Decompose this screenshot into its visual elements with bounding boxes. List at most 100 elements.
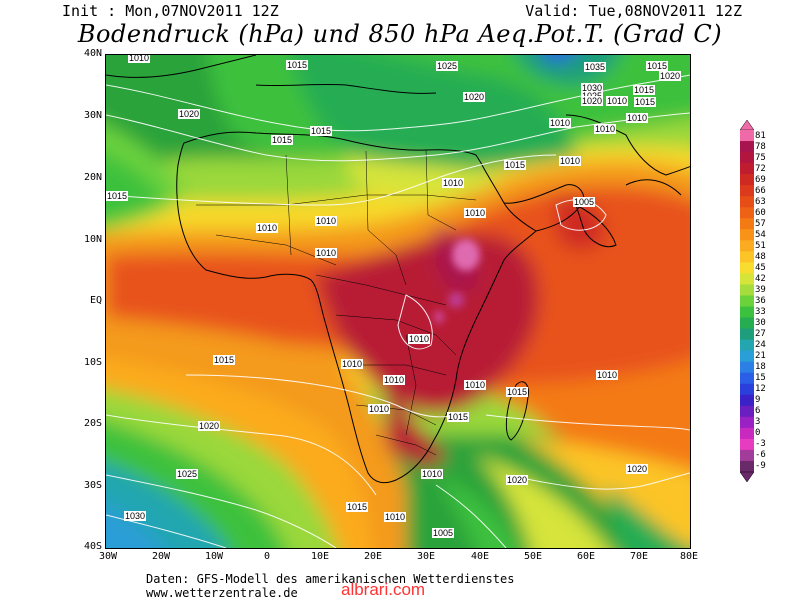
lat-label: 10S [83,357,102,368]
isobar-label: 1020 [659,71,682,81]
lon-label: 60E [576,551,596,562]
lat-label: 40N [83,48,102,59]
colorbar-swatch [740,306,754,319]
lat-label: 10N [83,234,102,245]
init-time: Init : Mon,07NOV2011 12Z [62,2,279,20]
lat-label: 30N [83,110,102,121]
colorbar-label: 69 [755,174,766,185]
isobar-label: 1015 [506,387,529,397]
colorbar [740,120,754,482]
website-url: www.wetterzentrale.de [146,586,298,600]
colorbar-top-arrow [740,120,754,131]
colorbar-swatch [740,196,754,208]
colorbar-label: 63 [755,196,766,207]
isobar-label: 1005 [573,197,596,207]
colorbar-swatch [740,361,754,374]
colorbar-label: 6 [755,406,761,417]
colorbar-swatch [740,218,754,230]
colorbar-label: -3 [755,439,766,450]
isobar-label: 1020 [626,464,649,474]
isobar-label: 1020 [198,421,221,431]
lon-label: 30W [98,551,118,562]
colorbar-swatch [740,449,754,462]
colorbar-swatch [740,174,754,186]
colorbar-bottom-arrow [740,471,754,482]
colorbar-label: 57 [755,218,766,229]
isobar-label: 1015 [271,135,294,145]
colorbar-swatch [740,141,754,153]
colorbar-swatch [740,251,754,263]
colorbar-swatch [740,438,754,451]
lon-label: 40E [470,551,490,562]
colorbar-swatch [740,152,754,164]
colorbar-swatch [740,185,754,197]
isobar-label: 1020 [463,92,486,102]
colorbar-swatch [740,130,754,142]
isobar-label: 1005 [432,528,455,538]
colorbar-label: -6 [755,450,766,461]
lon-label: 30E [416,551,436,562]
colorbar-swatch [740,295,754,308]
colorbar-label: 39 [755,284,766,295]
isobar-label: 1010 [315,248,338,258]
isobar-label: 1010 [421,469,444,479]
colorbar-label: 48 [755,251,766,262]
valid-time: Valid: Tue,08NOV2011 12Z [525,2,742,20]
isobar-label: 1010 [384,512,407,522]
colorbar-label: 36 [755,296,766,306]
colorbar-label: -9 [755,461,766,472]
lat-label: 20S [83,418,102,429]
colorbar-label: 21 [755,351,766,362]
lon-label: 0 [263,551,271,562]
isobar-label: 1030 [124,511,147,521]
colorbar-label: 9 [755,395,761,406]
lat-label: 40S [83,541,102,552]
lon-label: 10E [310,551,330,562]
isobar-label: 1010 [606,96,629,106]
colorbar-label: 75 [755,152,766,163]
colorbar-label: 51 [755,240,766,251]
isobar-label: 1015 [346,502,369,512]
lat-label: EQ [89,295,102,306]
isobar-label: 1015 [286,60,309,70]
isobar-label: 1035 [584,62,607,72]
colorbar-swatch [740,163,754,175]
lat-label: 20N [83,172,102,183]
isobar-label: 1025 [176,469,199,479]
colorbar-swatch [740,339,754,352]
isobar-label: 1020 [178,109,201,119]
colorbar-swatch [740,394,754,407]
colorbar-swatch [740,207,754,219]
colorbar-swatch [740,229,754,241]
lon-label: 70E [629,551,649,562]
isobar-label: 1015 [646,61,669,71]
weather-map: 1010 1015 1025 1035 1015 1020 1020 1030 … [105,54,691,549]
isobar-label: 1020 [506,475,529,485]
colorbar-label: 18 [755,362,766,373]
colorbar-swatch [740,427,754,440]
colorbar-label: 15 [755,373,766,384]
isobar-label: 1010 [596,370,619,380]
isobar-label: 1010 [315,216,338,226]
colorbar-label: 24 [755,340,766,351]
colorbar-label: 27 [755,329,766,340]
isobar-label: 1010 [594,124,617,134]
colorbar-label: 0 [755,428,761,439]
colorbar-label: 72 [755,163,766,174]
colorbar-label: 78 [755,141,766,152]
hot-spots [434,239,480,323]
colorbar-label: 42 [755,273,766,284]
isobar-label: 1015 [504,160,527,170]
colorbar-swatch [740,273,754,285]
colorbar-label: 12 [755,384,766,395]
colorbar-swatch [740,328,754,341]
watermark: albrari.com [341,580,426,599]
isobar-label: 1010 [368,404,391,414]
isobar-label: 1010 [128,54,151,63]
isobar-label: 1025 [436,61,459,71]
isobar-label: 1010 [383,375,406,385]
lon-label: 20W [151,551,171,562]
country-borders [196,149,477,456]
isobar-label: 1010 [464,380,487,390]
colorbar-swatch [740,383,754,396]
